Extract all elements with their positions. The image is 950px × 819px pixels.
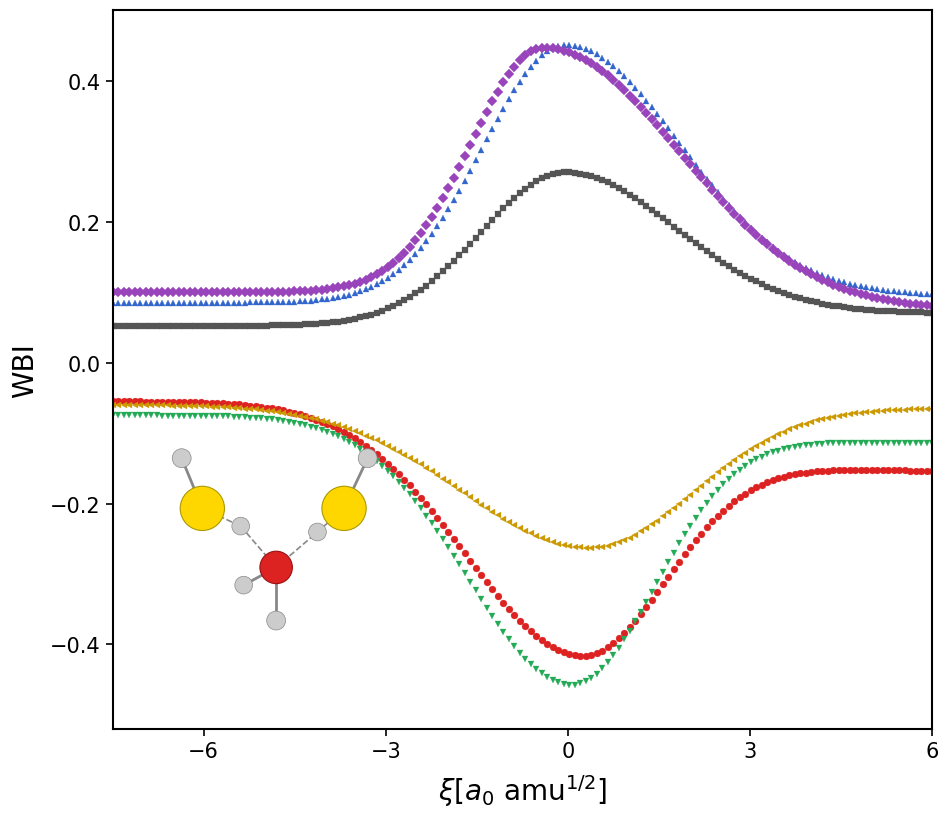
Circle shape <box>235 577 253 595</box>
X-axis label: $\xi[a_0\ \mathrm{amu}^{1/2}]$: $\xi[a_0\ \mathrm{amu}^{1/2}]$ <box>438 772 607 808</box>
Circle shape <box>172 449 191 468</box>
Circle shape <box>260 551 293 584</box>
Circle shape <box>309 523 327 541</box>
Circle shape <box>180 486 224 531</box>
Y-axis label: WBI: WBI <box>11 342 39 397</box>
Circle shape <box>322 486 366 531</box>
Circle shape <box>232 518 250 536</box>
Circle shape <box>267 611 286 631</box>
Circle shape <box>358 449 377 468</box>
